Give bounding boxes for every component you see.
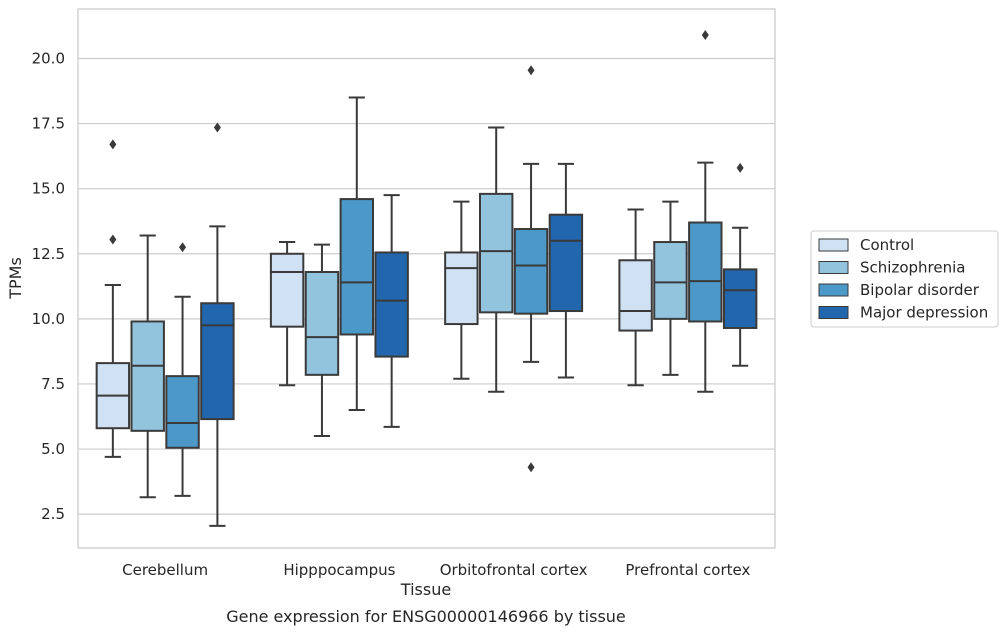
outlier-point: [527, 65, 535, 76]
legend-swatch: [818, 306, 849, 319]
box-iqr: [722, 268, 758, 329]
box-iqr: [374, 251, 409, 358]
box-iqr: [200, 302, 235, 421]
box-bipolar-disorder: [513, 65, 549, 473]
legend-frame: [810, 230, 999, 328]
outlier-point: [179, 242, 187, 253]
box-schizophrenia: [653, 200, 688, 376]
y-tick-label: 2.5: [41, 505, 65, 523]
box-iqr: [688, 221, 723, 323]
box-bipolar-disorder: [165, 242, 200, 497]
legend-label: Schizophrenia: [860, 259, 965, 277]
box-iqr: [269, 252, 305, 328]
legend-label: Control: [860, 236, 914, 254]
box-iqr: [513, 228, 549, 315]
x-tick-label: Cerebellum: [122, 561, 208, 579]
box-major-depression: [722, 162, 758, 367]
box-iqr: [618, 259, 653, 332]
box-iqr: [130, 320, 165, 432]
box-groups: [95, 30, 758, 527]
x-tick-label: Orbitofrontal cortex: [440, 561, 588, 579]
outlier-point: [736, 162, 744, 173]
box-iqr: [478, 192, 514, 314]
y-tick-label: 7.5: [41, 375, 65, 393]
box-bipolar-disorder: [688, 30, 723, 393]
box-control: [618, 208, 653, 387]
outlier-point: [109, 234, 117, 245]
box-major-depression: [548, 162, 584, 379]
legend-label: Bipolar disorder: [860, 281, 980, 299]
box-control: [444, 200, 479, 380]
box-bipolar-disorder: [339, 96, 375, 411]
y-tick-label: 15.0: [32, 180, 65, 198]
box-schizophrenia: [130, 234, 165, 499]
x-tick-labels: Cerebellum Hipppocampus Orbitofrontal cort…: [122, 561, 750, 579]
legend-swatch: [818, 283, 849, 297]
y-tick-label: 12.5: [32, 245, 65, 263]
box-iqr: [444, 251, 479, 326]
box-control: [95, 139, 131, 458]
chart-caption: Gene expression for ENSG00000146966 by t…: [226, 607, 626, 626]
legend-swatch: [818, 261, 849, 274]
legend: Control Schizophrenia Bipolar disorder Majo…: [810, 230, 999, 328]
legend-label: Major depression: [860, 304, 988, 322]
y-tick-label: 17.5: [32, 115, 65, 133]
outlier-point: [213, 122, 221, 133]
x-tick-label: Hipppocampus: [283, 561, 395, 579]
box-iqr: [304, 270, 340, 376]
box-iqr: [339, 198, 375, 336]
y-axis-label: TPMs: [6, 257, 25, 300]
y-tick-labels: 2.5 5.0 7.5 10.0 12.5 15.0 17.5 20.0: [32, 49, 65, 523]
box-schizophrenia: [304, 243, 340, 438]
box-iqr: [653, 241, 688, 320]
box-iqr: [548, 213, 584, 313]
x-tick-label: Prefrontal cortex: [625, 561, 750, 579]
plot-frame: [77, 8, 776, 549]
y-tick-label: 10.0: [32, 310, 65, 328]
box-schizophrenia: [478, 126, 514, 393]
box-control: [269, 241, 305, 387]
outlier-point: [701, 30, 709, 41]
box-major-depression: [374, 194, 409, 428]
x-axis-label: Tissue: [400, 580, 451, 599]
y-tick-label: 5.0: [41, 440, 65, 458]
box-major-depression: [200, 122, 235, 527]
outlier-point: [527, 462, 535, 473]
box-iqr: [165, 375, 200, 449]
y-tick-label: 20.0: [32, 49, 65, 67]
legend-swatch: [818, 238, 849, 252]
outlier-point: [109, 139, 117, 150]
